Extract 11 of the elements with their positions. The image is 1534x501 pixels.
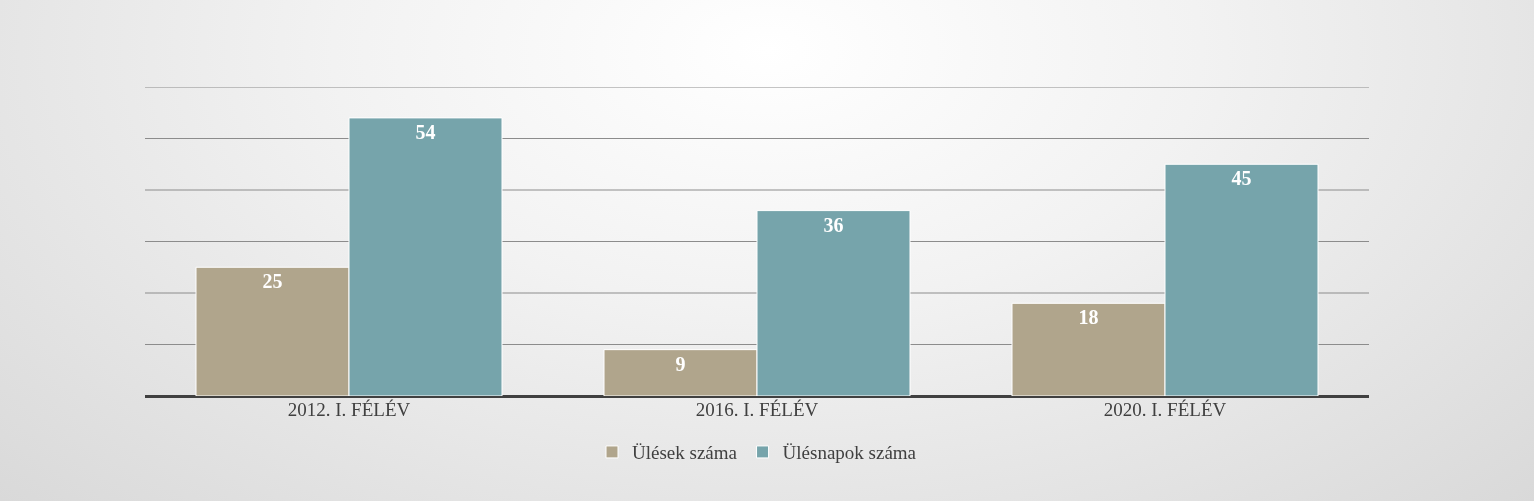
data-label: 36 <box>823 213 844 236</box>
x-tick-label: 2012. I. FÉLÉV <box>287 399 411 420</box>
legend-label: Ülések száma <box>632 442 738 464</box>
data-label: 45 <box>1231 167 1252 190</box>
legend-label: Ülésnapok száma <box>782 442 917 464</box>
data-label: 25 <box>262 270 283 293</box>
data-label: 54 <box>415 120 436 143</box>
x-tick-label: 2016. I. FÉLÉV <box>695 399 819 420</box>
data-label: 18 <box>1078 306 1099 329</box>
data-label: 9 <box>675 352 686 375</box>
x-tick-label: 2020. I. FÉLÉV <box>1103 399 1227 420</box>
